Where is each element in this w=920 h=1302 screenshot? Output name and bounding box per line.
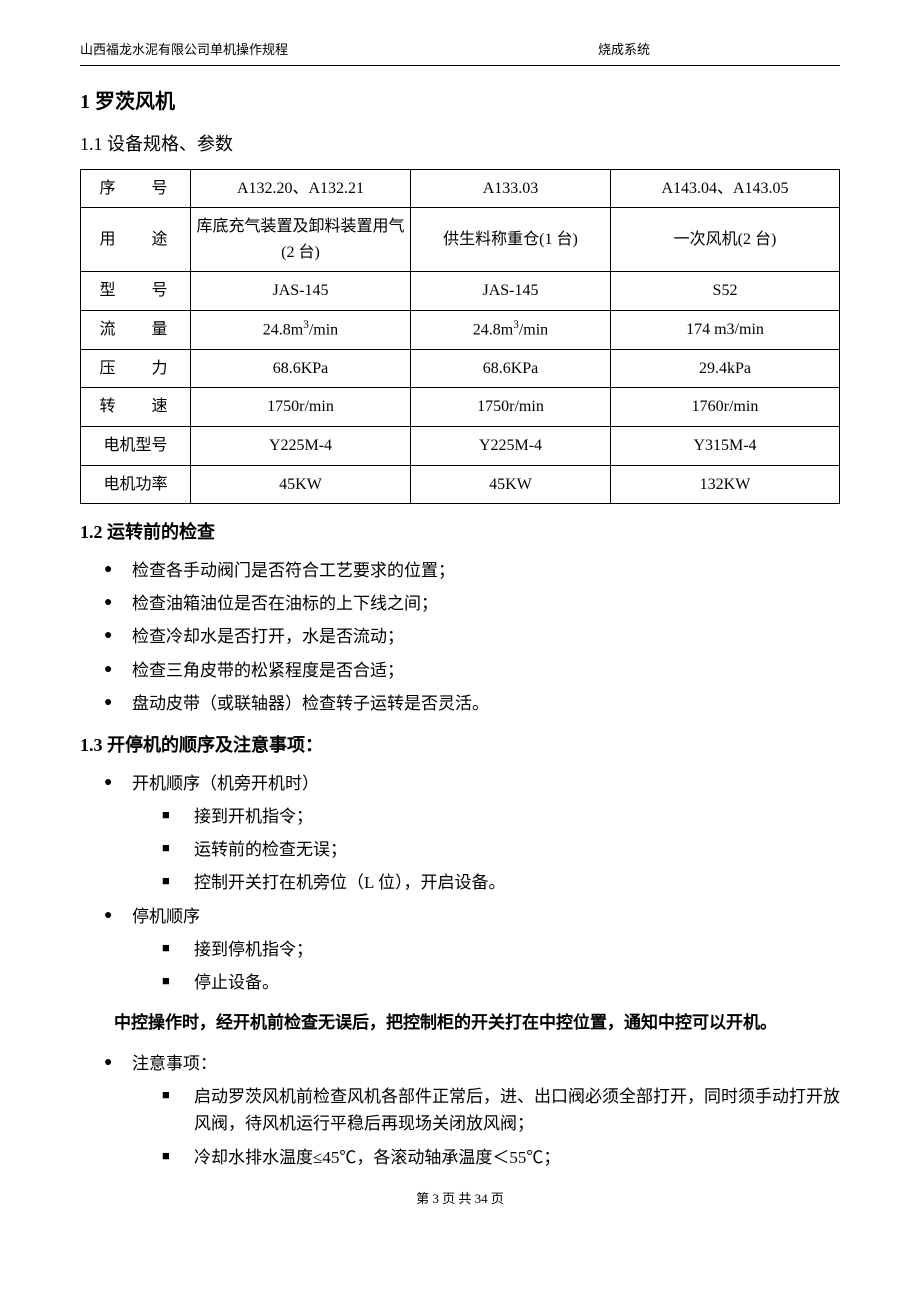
cell: 174 m3/min [611,310,840,349]
cell: S52 [611,272,840,311]
cell: 45KW [191,465,411,504]
item-text: 开机顺序（机旁开机时） [132,774,319,793]
table-row: 型 号JAS-145JAS-145S52 [81,272,840,311]
cell: 68.6KPa [191,349,411,388]
list-item: 接到停机指令； [162,936,840,963]
spec-table: 序 号A132.20、A132.21A133.03A143.04、A143.05… [80,169,840,505]
cell: Y315M-4 [611,427,840,466]
list-item: 启动罗茨风机前检查风机各部件正常后，进、出口阀必须全部打开，同时须手动打开放风阀… [162,1083,840,1137]
cell: Y225M-4 [191,427,411,466]
cell: Y225M-4 [411,427,611,466]
list-item: 冷却水排水温度≤45℃，各滚动轴承温度＜55℃； [162,1144,840,1171]
cell-label: 电机功率 [81,465,191,504]
heading-1: 1 罗茨风机 [80,86,840,118]
cell-label: 用 途 [81,208,191,272]
header-left: 山西福龙水泥有限公司单机操作规程 [80,40,288,61]
list-item: 注意事项： 启动罗茨风机前检查风机各部件正常后，进、出口阀必须全部打开，同时须手… [104,1050,840,1171]
sub-list: 接到停机指令； 停止设备。 [162,936,840,996]
cell: 一次风机(2 台) [611,208,840,272]
heading-1-1: 1.1 设备规格、参数 [80,130,840,159]
cell-label: 型 号 [81,272,191,311]
sub-list: 接到开机指令； 运转前的检查无误； 控制开关打在机旁位（L 位），开启设备。 [162,803,840,897]
list-item: 停机顺序 接到停机指令； 停止设备。 [104,903,840,997]
emphasis-paragraph: 中控操作时，经开机前检查无误后，把控制柜的开关打在中控位置，通知中控可以开机。 [80,1006,840,1040]
header-center: 烧成系统 [288,40,840,61]
table-row: 电机型号Y225M-4Y225M-4Y315M-4 [81,427,840,466]
cell: A133.03 [411,169,611,208]
cell: 29.4kPa [611,349,840,388]
list-item: 检查三角皮带的松紧程度是否合适； [104,657,840,684]
list-item: 检查各手动阀门是否符合工艺要求的位置； [104,557,840,584]
cell: 1760r/min [611,388,840,427]
list-item: 盘动皮带（或联轴器）检查转子运转是否灵活。 [104,690,840,717]
sub-list: 启动罗茨风机前检查风机各部件正常后，进、出口阀必须全部打开，同时须手动打开放风阀… [162,1083,840,1171]
cell: 68.6KPa [411,349,611,388]
sec13-list-a: 开机顺序（机旁开机时） 接到开机指令； 运转前的检查无误； 控制开关打在机旁位（L … [104,770,840,996]
table-row: 转 速1750r/min1750r/min1760r/min [81,388,840,427]
cell-label: 压 力 [81,349,191,388]
table-row: 电机功率45KW45KW132KW [81,465,840,504]
list-item: 运转前的检查无误； [162,836,840,863]
sec13-list-b: 注意事项： 启动罗茨风机前检查风机各部件正常后，进、出口阀必须全部打开，同时须手… [104,1050,840,1171]
list-item: 停止设备。 [162,969,840,996]
page-header: 山西福龙水泥有限公司单机操作规程 烧成系统 [80,40,840,66]
table-row: 流 量24.8m3/min24.8m3/min174 m3/min [81,310,840,349]
cell-label: 电机型号 [81,427,191,466]
table-row: 序 号A132.20、A132.21A133.03A143.04、A143.05 [81,169,840,208]
heading-1-3: 1.3 开停机的顺序及注意事项： [80,731,840,760]
cell-label: 转 速 [81,388,191,427]
cell: A132.20、A132.21 [191,169,411,208]
table-row: 压 力68.6KPa68.6KPa29.4kPa [81,349,840,388]
cell: 45KW [411,465,611,504]
cell: JAS-145 [411,272,611,311]
page-footer: 第 3 页 共 34 页 [80,1189,840,1210]
cell: 1750r/min [191,388,411,427]
list-item: 控制开关打在机旁位（L 位），开启设备。 [162,869,840,896]
cell: 供生料称重仓(1 台) [411,208,611,272]
cell-label: 流 量 [81,310,191,349]
list-item: 接到开机指令； [162,803,840,830]
item-text: 停机顺序 [132,907,200,926]
cell-label: 序 号 [81,169,191,208]
list-item: 开机顺序（机旁开机时） 接到开机指令； 运转前的检查无误； 控制开关打在机旁位（L … [104,770,840,897]
heading-1-2: 1.2 运转前的检查 [80,518,840,547]
cell: 1750r/min [411,388,611,427]
item-text: 注意事项： [132,1054,217,1073]
cell: A143.04、A143.05 [611,169,840,208]
list-item: 检查油箱油位是否在油标的上下线之间； [104,590,840,617]
table-row: 用 途库底充气装置及卸料装置用气(2 台)供生料称重仓(1 台)一次风机(2 台… [81,208,840,272]
sec12-list: 检查各手动阀门是否符合工艺要求的位置； 检查油箱油位是否在油标的上下线之间； 检查冷… [104,557,840,717]
cell: 库底充气装置及卸料装置用气(2 台) [191,208,411,272]
list-item: 检查冷却水是否打开，水是否流动； [104,623,840,650]
cell: 132KW [611,465,840,504]
cell: JAS-145 [191,272,411,311]
cell: 24.8m3/min [191,310,411,349]
cell: 24.8m3/min [411,310,611,349]
